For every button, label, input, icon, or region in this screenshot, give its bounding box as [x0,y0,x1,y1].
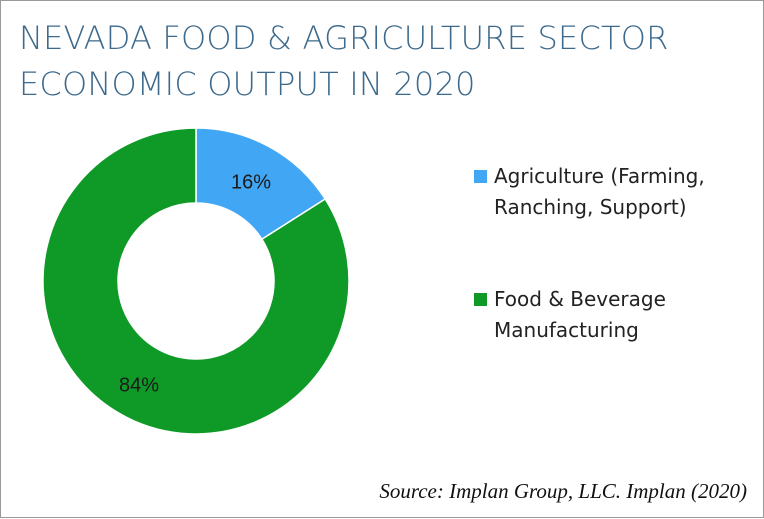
chart-legend: Agriculture (Farming, Ranching, Support)… [474,161,754,346]
chart-title: NEVADA FOOD & AGRICULTURE SECTOR ECONOMI… [19,19,669,103]
data-label-agriculture: 16% [231,171,271,193]
legend-label-agriculture: Agriculture (Farming, Ranching, Support) [494,164,705,219]
legend-swatch-agriculture [474,170,487,183]
legend-label-food-beverage: Food & Beverage Manufacturing [494,287,666,342]
legend-item-food-beverage: Food & Beverage Manufacturing [474,284,754,346]
data-label-food-beverage: 84% [119,374,159,396]
legend-item-agriculture: Agriculture (Farming, Ranching, Support) [474,161,754,223]
legend-swatch-food-beverage [474,293,487,306]
slice-food-beverage [42,127,350,435]
source-note: Source: Implan Group, LLC. Implan (2020) [379,479,747,503]
